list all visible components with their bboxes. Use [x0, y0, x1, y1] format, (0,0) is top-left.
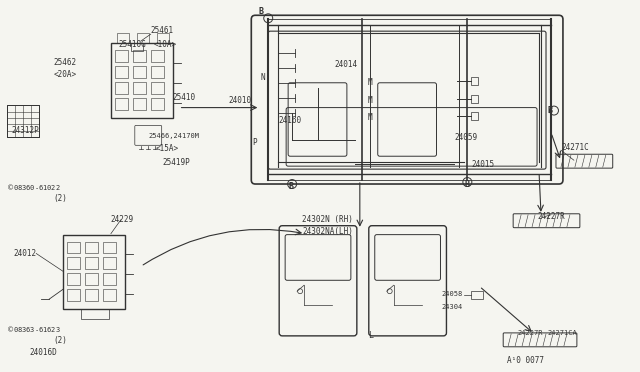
- Text: M: M: [368, 96, 372, 105]
- Text: 25410: 25410: [173, 93, 196, 102]
- Text: 24014: 24014: [335, 60, 358, 70]
- Text: 24016D: 24016D: [29, 348, 57, 357]
- Bar: [8, 105, 39, 137]
- Text: 24312P: 24312P: [12, 126, 39, 135]
- Bar: [151, 98, 164, 110]
- Bar: [67, 289, 80, 301]
- Bar: [471, 112, 478, 119]
- Bar: [115, 66, 128, 78]
- Bar: [133, 50, 146, 62]
- Bar: [151, 82, 164, 94]
- Bar: [103, 257, 116, 269]
- Text: B: B: [465, 180, 469, 189]
- Bar: [131, 43, 143, 51]
- Bar: [133, 82, 146, 94]
- Text: (2): (2): [53, 336, 67, 345]
- Text: 24271CA: 24271CA: [547, 330, 577, 336]
- Text: 25419P: 25419P: [163, 158, 191, 167]
- Bar: [85, 257, 98, 269]
- Text: 24059: 24059: [454, 133, 477, 142]
- Text: $\copyright$08360-61022: $\copyright$08360-61022: [6, 182, 61, 192]
- Bar: [471, 95, 478, 103]
- Text: M: M: [368, 78, 372, 87]
- Text: 24302NA(LH): 24302NA(LH): [302, 227, 353, 236]
- Text: 24015: 24015: [471, 160, 495, 169]
- Text: 25466,24170M: 25466,24170M: [148, 134, 200, 140]
- Text: <10A>: <10A>: [154, 39, 177, 49]
- Bar: [471, 77, 478, 85]
- Bar: [115, 50, 128, 62]
- Text: M: M: [368, 113, 372, 122]
- Text: 24012: 24012: [13, 249, 36, 258]
- Text: $\copyright$08363-61623: $\copyright$08363-61623: [6, 324, 61, 334]
- Bar: [67, 241, 80, 253]
- Text: 24227R: 24227R: [537, 212, 565, 221]
- Bar: [151, 50, 164, 62]
- Text: B: B: [259, 7, 263, 16]
- Text: 24010: 24010: [228, 96, 252, 105]
- Text: 24304: 24304: [442, 304, 463, 310]
- Text: B: B: [547, 106, 552, 115]
- Text: <15A>: <15A>: [156, 144, 179, 153]
- Text: 24058: 24058: [442, 291, 463, 297]
- Text: P: P: [252, 138, 257, 147]
- Text: 25462: 25462: [53, 58, 76, 67]
- Bar: [471, 291, 483, 299]
- Text: 25410G: 25410G: [119, 39, 147, 49]
- Bar: [85, 273, 98, 285]
- Bar: [137, 33, 148, 43]
- Text: B: B: [288, 183, 293, 192]
- Bar: [67, 273, 80, 285]
- Bar: [115, 98, 128, 110]
- Text: 24271C: 24271C: [561, 143, 589, 152]
- Text: N: N: [260, 73, 265, 82]
- Bar: [157, 33, 169, 43]
- Bar: [133, 98, 146, 110]
- Bar: [67, 257, 80, 269]
- Bar: [103, 241, 116, 253]
- Text: <20A>: <20A>: [53, 70, 76, 79]
- Text: 24302N (RH): 24302N (RH): [302, 215, 353, 224]
- Bar: [133, 66, 146, 78]
- Text: 24160: 24160: [278, 116, 301, 125]
- Bar: [103, 289, 116, 301]
- Bar: [85, 289, 98, 301]
- Text: L: L: [368, 331, 372, 340]
- Text: 25461: 25461: [151, 26, 174, 35]
- Text: (2): (2): [53, 195, 67, 203]
- Bar: [151, 66, 164, 78]
- Text: 24227R: 24227R: [517, 330, 543, 336]
- Text: A¹0 0077: A¹0 0077: [507, 356, 544, 365]
- Bar: [103, 273, 116, 285]
- Bar: [81, 309, 109, 319]
- Bar: [85, 241, 98, 253]
- Bar: [117, 33, 129, 43]
- Text: 24229: 24229: [111, 215, 134, 224]
- Bar: [115, 82, 128, 94]
